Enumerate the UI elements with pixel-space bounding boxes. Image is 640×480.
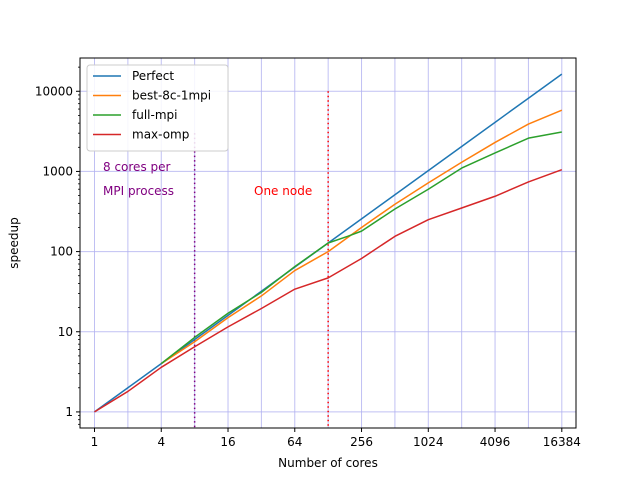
x-tick-label: 64 <box>287 435 302 449</box>
x-tick-label: 16384 <box>543 435 581 449</box>
x-axis-ticks: 1 4 16 64 256 1024 4096 16384 <box>91 428 581 449</box>
series-line-full-mpi <box>160 131 562 365</box>
x-axis-label: Number of cores <box>278 456 378 470</box>
x-tick-label: 4096 <box>480 435 511 449</box>
legend-label-full-mpi: full-mpi <box>132 108 177 122</box>
legend: Perfect best-8c-1mpi full-mpi max-omp <box>86 64 229 152</box>
plot-frame <box>79 57 577 429</box>
legend-label-best-8c-1mpi: best-8c-1mpi <box>132 89 211 103</box>
y-tick-label: 10000 <box>35 84 73 98</box>
x-tick-label: 1024 <box>413 435 444 449</box>
x-tick-label: 1 <box>91 435 99 449</box>
y-tick-label: 10 <box>58 325 73 339</box>
y-tick-label: 100 <box>50 245 73 259</box>
y-axis-label: speedup <box>7 217 21 268</box>
annotation-one-node: One node <box>254 184 312 198</box>
series-line-best-8c-1mpi <box>160 109 563 365</box>
annotation-cores-per-mpi-line2: MPI process <box>103 184 174 198</box>
legend-box <box>86 64 229 152</box>
y-tick-label: 1000 <box>42 164 73 178</box>
annotation-cores-per-mpi-line1: 8 cores per <box>103 160 171 174</box>
x-tick-label: 16 <box>220 435 235 449</box>
series-line-max-omp <box>94 169 563 413</box>
y-axis-ticks: 1 10 100 1000 10000 <box>35 66 80 425</box>
legend-label-max-omp: max-omp <box>132 128 189 142</box>
x-tick-label: 256 <box>350 435 373 449</box>
series-lines <box>94 73 563 413</box>
x-tick-label: 4 <box>157 435 165 449</box>
y-tick-label: 1 <box>65 405 73 419</box>
legend-label-Perfect: Perfect <box>132 69 174 83</box>
